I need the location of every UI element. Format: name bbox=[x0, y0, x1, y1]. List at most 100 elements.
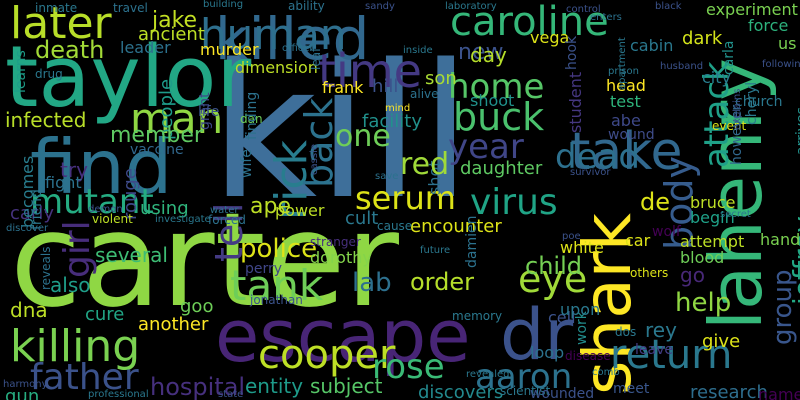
word-eye: eye bbox=[518, 257, 588, 301]
word-escape: escape bbox=[215, 294, 471, 378]
word-wife: wife bbox=[239, 149, 255, 178]
word-leader: leader bbox=[120, 38, 171, 57]
word-subject: subject bbox=[310, 374, 383, 398]
word-enters: enters bbox=[590, 12, 622, 23]
word-cause: cause bbox=[377, 219, 413, 233]
word-comb: comb bbox=[592, 367, 620, 378]
word-cult: cult bbox=[345, 208, 379, 229]
word-apartment: apartment bbox=[617, 37, 628, 90]
word-prison: prison bbox=[608, 66, 639, 77]
word-discover: discover bbox=[6, 223, 49, 234]
word-cure: cure bbox=[85, 304, 125, 325]
word-black: black bbox=[655, 1, 682, 12]
word-drug: drug bbox=[35, 67, 63, 81]
word-son: son bbox=[425, 68, 457, 89]
word-city: city bbox=[702, 68, 731, 87]
word-time: time bbox=[318, 44, 422, 98]
word-kill: kill bbox=[210, 24, 472, 240]
word-power: power bbox=[275, 201, 325, 220]
word-wound: wound bbox=[608, 127, 655, 143]
word-dna: dna bbox=[10, 298, 48, 322]
word-death: death bbox=[35, 36, 105, 64]
word-sandy: sandy bbox=[365, 1, 395, 12]
word-attempt: attempt bbox=[680, 232, 745, 251]
word-dead: dead bbox=[555, 137, 640, 177]
word-poe: poe bbox=[562, 231, 581, 242]
word-cassie: cassie bbox=[309, 144, 320, 175]
word-bruce: bruce bbox=[690, 193, 736, 212]
word-human: human bbox=[200, 10, 347, 59]
word-hand: hand bbox=[760, 230, 800, 249]
word-leave: leave bbox=[635, 342, 673, 358]
word-frank: frank bbox=[322, 78, 364, 97]
word-tank: tank bbox=[230, 261, 324, 310]
word-mutant: mutant bbox=[30, 182, 154, 222]
word-discovers: discovers bbox=[418, 382, 504, 400]
word-child: child bbox=[525, 252, 582, 280]
word-church: church bbox=[735, 94, 783, 110]
word-cabin: cabin bbox=[630, 36, 674, 55]
word-begin: begin bbox=[690, 208, 735, 227]
word-survivor: survivor bbox=[570, 167, 611, 178]
word-future: future bbox=[420, 245, 451, 256]
word-lab: lab bbox=[352, 268, 392, 298]
word-facility: facility bbox=[362, 111, 422, 132]
word-wounded: wounded bbox=[530, 386, 595, 400]
word-go: go bbox=[680, 263, 705, 287]
word-virus: virus bbox=[470, 182, 558, 223]
word-jake: jake bbox=[152, 8, 198, 33]
word-experiment: experiment bbox=[706, 0, 798, 19]
word-help: help bbox=[675, 288, 732, 318]
word-travel: travel bbox=[113, 1, 148, 15]
word-gun: gun bbox=[5, 386, 40, 400]
word-leaf: leaf bbox=[309, 47, 323, 70]
word-investigate: investigate bbox=[155, 214, 211, 225]
word-ape: ape bbox=[250, 194, 291, 219]
word-dark: dark bbox=[682, 28, 723, 49]
word-aaron: aaron bbox=[475, 357, 573, 397]
word-secret: secret bbox=[720, 209, 751, 220]
word-finding: finding bbox=[244, 91, 260, 140]
word-demon: demon bbox=[88, 204, 123, 215]
word-meet: meet bbox=[613, 381, 650, 397]
word-serum: serum bbox=[355, 179, 456, 217]
word-killing: killing bbox=[10, 321, 141, 372]
word-girl: girl bbox=[57, 220, 98, 278]
word-jonathan: jonathan bbox=[250, 293, 303, 307]
word-event: event bbox=[712, 119, 747, 133]
word-dr: dr bbox=[500, 294, 574, 376]
word-arrives: arrives bbox=[794, 107, 800, 155]
word-caroline: caroline bbox=[450, 0, 609, 45]
word-loop: loop bbox=[530, 343, 565, 362]
word-abe: abe bbox=[611, 111, 641, 130]
word-hook: hook bbox=[564, 35, 580, 70]
word-infected: infected bbox=[5, 108, 87, 132]
word-rey: rey bbox=[645, 318, 677, 342]
word-inside: inside bbox=[403, 45, 433, 56]
word-day: day bbox=[470, 43, 507, 67]
word-police: police bbox=[240, 234, 318, 264]
word-life: life bbox=[198, 104, 220, 120]
word-try: try bbox=[60, 158, 88, 182]
word-using: using bbox=[140, 198, 189, 219]
word-upon: upon bbox=[560, 300, 601, 319]
word-named: named bbox=[758, 385, 800, 400]
word-taylor: taylor bbox=[5, 28, 252, 127]
word-ability: ability bbox=[288, 0, 325, 13]
word-man: man bbox=[130, 94, 224, 143]
word-following: following bbox=[762, 59, 800, 70]
word-mind: mind bbox=[385, 103, 411, 114]
word-murder: murder bbox=[200, 40, 259, 59]
word-new: new bbox=[458, 40, 504, 65]
word-perry: perry bbox=[245, 261, 283, 277]
word-later: later bbox=[10, 0, 112, 49]
word-several: several bbox=[95, 243, 168, 267]
word-scientist: scientist bbox=[500, 384, 551, 398]
word-laboratory: laboratory bbox=[445, 1, 497, 12]
word-forced: forced bbox=[208, 213, 246, 227]
word-disease: disease bbox=[565, 349, 611, 363]
word-memory: memory bbox=[452, 309, 503, 323]
word-ancient: ancient bbox=[138, 24, 205, 45]
word-red: red bbox=[400, 147, 450, 182]
word-fight: fight bbox=[45, 173, 82, 192]
